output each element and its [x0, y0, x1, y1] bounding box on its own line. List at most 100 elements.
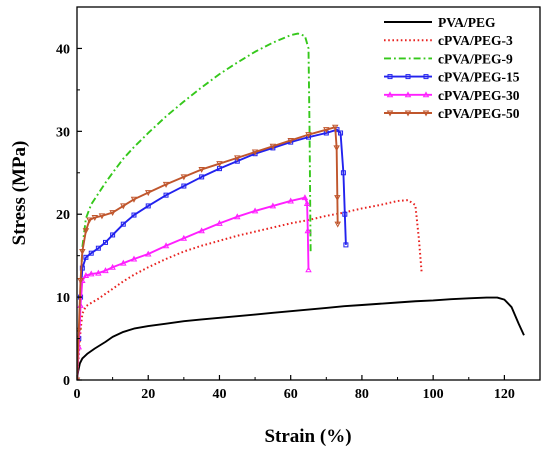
- x-tick-label: 40: [212, 387, 226, 402]
- data-point: [95, 245, 101, 251]
- data-point: [120, 221, 126, 227]
- data-point: [109, 263, 116, 270]
- data-point: [144, 250, 152, 257]
- data-point: [269, 143, 277, 150]
- data-point: [91, 215, 99, 221]
- data-point: [334, 195, 341, 202]
- data-point: [79, 249, 86, 255]
- y-tick-label: 10: [56, 291, 70, 306]
- data-point: [180, 174, 188, 181]
- legend-label: cPVA/PEG-30: [438, 88, 520, 103]
- legend-marker: [387, 74, 393, 80]
- axis-ticks: 0 20 40 60 80 100 120 0 10 20 30 40: [56, 42, 515, 402]
- series-line: [77, 296, 525, 380]
- plot-area-frame: [76, 6, 541, 381]
- data-point: [162, 181, 170, 188]
- data-point: [216, 161, 223, 168]
- y-tick-label: 20: [56, 208, 70, 223]
- legend-marker: [386, 110, 394, 117]
- legend-label: cPVA/PEG-15: [438, 70, 520, 85]
- data-point: [162, 242, 170, 249]
- series-line: [77, 32, 312, 380]
- data-point: [86, 217, 93, 224]
- data-point: [88, 250, 94, 256]
- legend-marker: [404, 91, 412, 98]
- data-point: [82, 272, 90, 279]
- data-point: [144, 190, 152, 197]
- series-4: [77, 194, 312, 380]
- data-point: [251, 149, 259, 156]
- data-point: [163, 192, 169, 198]
- data-point: [130, 255, 138, 262]
- legend-item: cPVA/PEG-30: [384, 88, 520, 103]
- data-point: [131, 212, 137, 218]
- data-point: [338, 130, 344, 136]
- series-line: [77, 126, 339, 380]
- y-axis-label: Stress (MPa): [9, 141, 30, 246]
- data-point: [305, 266, 312, 273]
- x-tick-label: 120: [494, 387, 515, 402]
- data-point: [305, 132, 312, 139]
- legend: PVA/PEG cPVA/PEG-3 cPVA/PEG-9 cPVA/PEG-15 cP…: [384, 15, 520, 121]
- data-point: [130, 196, 138, 203]
- legend-item: cPVA/PEG-9: [384, 51, 513, 66]
- x-tick-label: 100: [423, 387, 444, 402]
- data-point: [120, 259, 127, 266]
- x-tick-label: 20: [141, 387, 155, 402]
- series-line: [77, 196, 310, 380]
- data-point: [333, 145, 340, 152]
- data-point: [82, 228, 90, 235]
- y-tick-label: 0: [63, 374, 70, 389]
- data-point: [323, 130, 329, 136]
- legend-marker: [423, 74, 429, 80]
- series-layer: [77, 32, 525, 380]
- data-point: [198, 227, 205, 234]
- data-point: [331, 124, 339, 131]
- data-point: [340, 170, 346, 176]
- legend-label: cPVA/PEG-50: [438, 106, 520, 121]
- legend-marker: [386, 91, 394, 98]
- series-line: [77, 199, 423, 380]
- data-point: [102, 239, 108, 245]
- x-tick-label: 60: [284, 387, 298, 402]
- data-point: [269, 202, 277, 209]
- y-tick-label: 30: [56, 125, 70, 140]
- legend-item: cPVA/PEG-3: [384, 33, 513, 48]
- legend-item: cPVA/PEG-15: [384, 70, 520, 85]
- x-tick-label: 0: [74, 387, 81, 402]
- data-point: [181, 183, 187, 189]
- legend-marker: [405, 74, 411, 80]
- data-point: [287, 197, 294, 204]
- legend-label: cPVA/PEG-9: [438, 51, 513, 66]
- data-point: [83, 254, 89, 260]
- legend-label: cPVA/PEG-3: [438, 33, 513, 48]
- data-point: [216, 219, 223, 226]
- data-point: [287, 137, 294, 144]
- x-tick-label: 80: [355, 387, 369, 402]
- data-point: [180, 234, 188, 241]
- data-point: [198, 166, 205, 173]
- legend-marker: [404, 110, 412, 117]
- legend-item: PVA/PEG: [384, 15, 496, 30]
- data-point: [301, 194, 309, 201]
- data-point: [303, 200, 311, 206]
- legend-marker: [422, 110, 430, 117]
- legend-item: cPVA/PEG-50: [384, 106, 520, 121]
- data-point: [334, 221, 341, 228]
- data-point: [145, 203, 151, 209]
- data-point: [88, 270, 95, 277]
- data-point: [95, 269, 102, 276]
- legend-marker: [422, 91, 430, 98]
- data-point: [304, 227, 312, 234]
- data-point: [342, 211, 348, 217]
- data-point: [323, 127, 330, 134]
- series-2: [77, 32, 312, 380]
- data-point: [234, 158, 240, 164]
- data-point: [98, 213, 106, 220]
- data-point: [102, 267, 109, 274]
- y-tick-label: 40: [56, 42, 70, 57]
- legend-label: PVA/PEG: [438, 15, 496, 30]
- data-point: [251, 207, 259, 214]
- data-point: [343, 242, 349, 248]
